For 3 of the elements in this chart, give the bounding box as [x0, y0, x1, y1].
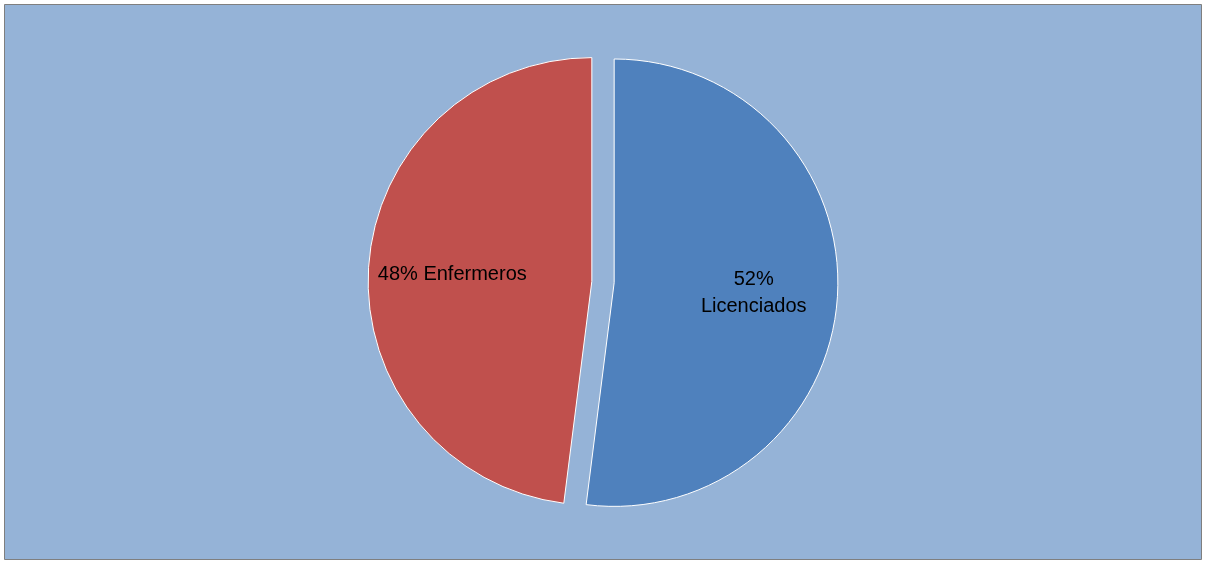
slice-label: 48% Enfermeros	[377, 261, 527, 284]
data-label: 52%	[733, 267, 774, 290]
slice-label: Licenciados	[700, 293, 807, 316]
